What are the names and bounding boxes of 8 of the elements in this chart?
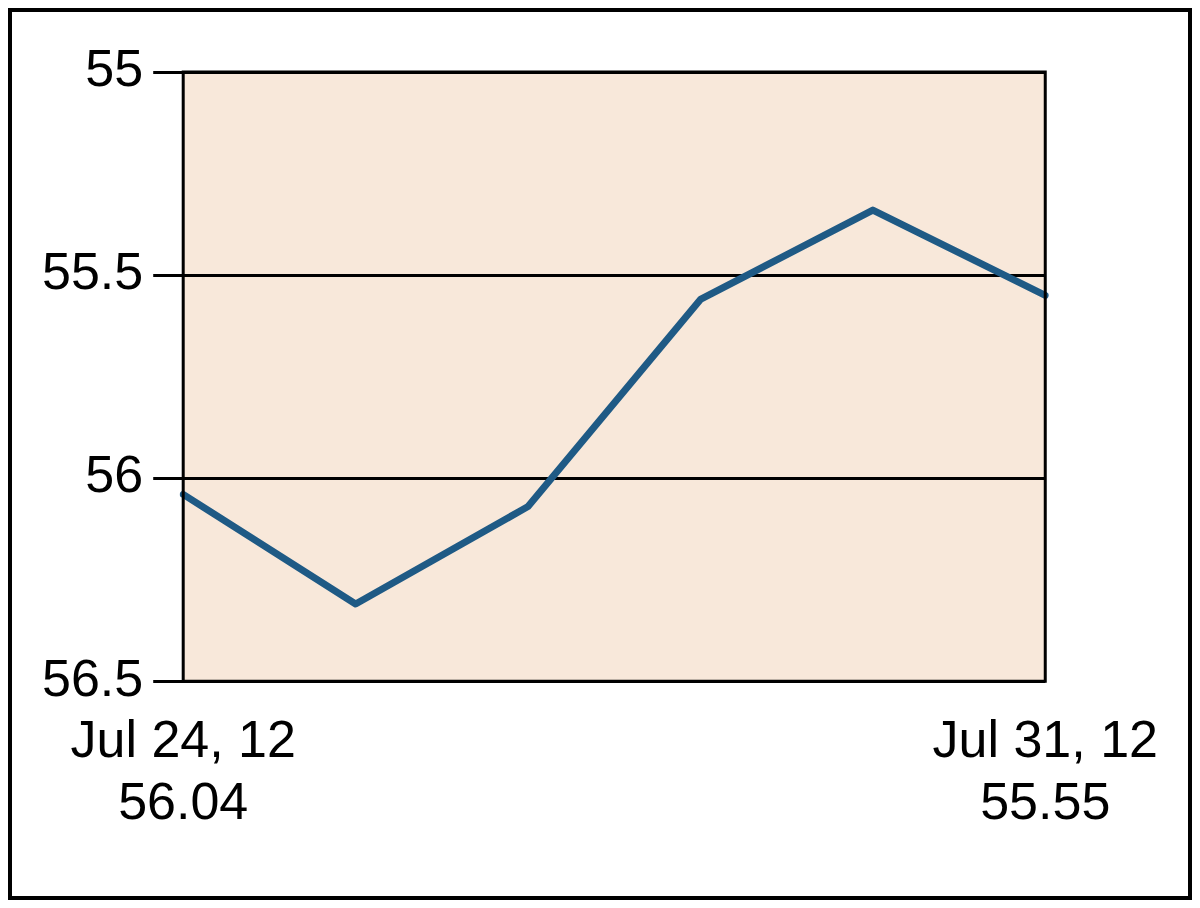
data-label: 55.55 <box>980 772 1111 831</box>
y-tick-label: 55 <box>85 39 144 98</box>
y-tick-label: 56.5 <box>41 648 144 707</box>
data-label: 56.04 <box>118 772 249 831</box>
x-tick-label: Jul 31, 12 <box>932 709 1158 768</box>
y-tick-label: 56 <box>85 445 144 504</box>
y-tick-label: 55.5 <box>41 242 144 301</box>
x-tick-label: Jul 24, 12 <box>70 709 296 768</box>
